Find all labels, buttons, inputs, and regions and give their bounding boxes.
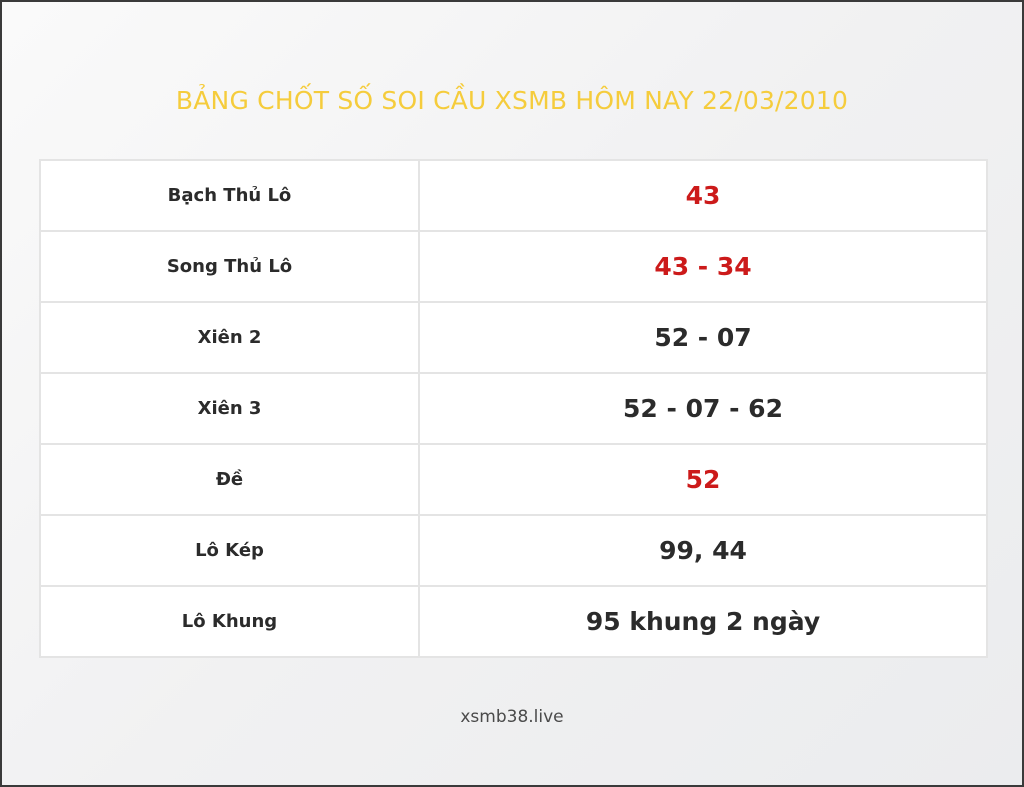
site-watermark: xsmb38.live [460, 707, 564, 727]
row-value: 52 [418, 443, 988, 516]
row-value: 43 - 34 [418, 230, 988, 303]
table-row: Đề 52 [39, 443, 988, 516]
row-value: 95 khung 2 ngày [418, 585, 988, 658]
row-label: Lô Khung [39, 585, 420, 658]
row-value: 52 - 07 - 62 [418, 372, 988, 445]
row-label: Bạch Thủ Lô [39, 159, 420, 232]
row-value: 43 [418, 159, 988, 232]
row-value: 99, 44 [418, 514, 988, 587]
table-row: Xiên 2 52 - 07 [39, 301, 988, 374]
table-row: Xiên 3 52 - 07 - 62 [39, 372, 988, 445]
row-label: Lô Kép [39, 514, 420, 587]
prediction-table: Bạch Thủ Lô 43 Song Thủ Lô 43 - 34 Xiên 2 52 … [39, 159, 988, 658]
row-label: Xiên 2 [39, 301, 420, 374]
row-label: Xiên 3 [39, 372, 420, 445]
page-title: BẢNG CHỐT SỐ SOI CẦU XSMB HÔM NAY 22/03/… [175, 86, 849, 115]
table-row: Lô Kép 99, 44 [39, 514, 988, 587]
row-label: Đề [39, 443, 420, 516]
row-label: Song Thủ Lô [39, 230, 420, 303]
table-row: Bạch Thủ Lô 43 [39, 159, 988, 232]
table-row: Lô Khung 95 khung 2 ngày [39, 585, 988, 658]
row-value: 52 - 07 [418, 301, 988, 374]
table-row: Song Thủ Lô 43 - 34 [39, 230, 988, 303]
